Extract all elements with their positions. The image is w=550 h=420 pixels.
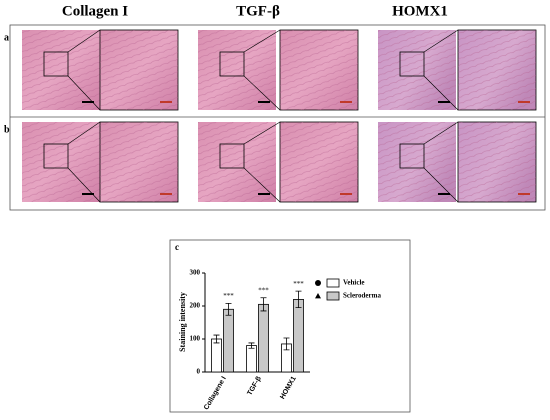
- error-bar: [295, 290, 302, 309]
- legend-swatch: [326, 278, 340, 288]
- micrograph-texture: [100, 122, 178, 202]
- error-bar: [260, 297, 267, 312]
- micrograph-texture: [22, 30, 100, 110]
- bar: [211, 338, 222, 373]
- legend-label: Vehicle: [343, 279, 365, 287]
- legend-swatch: [326, 291, 340, 301]
- zoom-line: [67, 75, 101, 111]
- micrograph-texture: [280, 30, 358, 110]
- legend-label: Scleroderma: [343, 292, 381, 300]
- x-tick-label: TGF-β: [246, 375, 263, 397]
- zoom-line: [423, 121, 459, 145]
- zoom-line: [67, 29, 101, 53]
- bar-chart: 0 100 200 300 *** Collagene I *** TGF-β *** HOMX1…: [190, 269, 382, 412]
- inset-box: [399, 51, 425, 77]
- zoom-line: [243, 29, 281, 53]
- zoom-line: [67, 167, 101, 203]
- y-tick-label: 300: [190, 269, 201, 277]
- inset-box: [43, 143, 69, 169]
- column-title: Collagen I: [62, 3, 128, 19]
- micrograph-texture: [280, 122, 358, 202]
- x-tick-label: HOMX1: [279, 375, 298, 400]
- zoom-line: [67, 121, 101, 145]
- panel-label: c: [175, 242, 179, 252]
- micrographs: [22, 29, 537, 203]
- legend-marker: [315, 280, 321, 286]
- zoom-line: [243, 167, 281, 203]
- zoom-line: [423, 75, 459, 111]
- x-tick-label: Collagene I: [203, 375, 228, 411]
- micrograph-texture: [378, 30, 456, 110]
- zoom-line: [243, 121, 281, 145]
- bar: [223, 308, 234, 373]
- panel-label: a: [4, 32, 9, 43]
- y-tick-label: 100: [190, 335, 201, 343]
- bar: [258, 303, 269, 373]
- micrograph-texture: [458, 122, 536, 202]
- inset-box: [219, 143, 245, 169]
- legend-marker: [315, 293, 321, 299]
- significance: ***: [223, 292, 234, 300]
- zoom-line: [243, 75, 281, 111]
- significance: ***: [293, 280, 304, 288]
- panel-label: b: [4, 124, 10, 135]
- significance: ***: [258, 286, 269, 294]
- micrograph-texture: [100, 30, 178, 110]
- inset-box: [43, 51, 69, 77]
- error-bar: [213, 334, 220, 344]
- micrograph-texture: [198, 122, 276, 202]
- panel-frame: [9, 24, 546, 211]
- zoom-line: [423, 167, 459, 203]
- y-tick-label: 0: [197, 368, 201, 376]
- column-title: HOMX1: [392, 3, 448, 19]
- micrograph-texture: [458, 30, 536, 110]
- inset-box: [219, 51, 245, 77]
- error-bar: [248, 342, 255, 349]
- inset-box: [399, 143, 425, 169]
- y-axis-label: Staining intensity: [178, 292, 187, 352]
- bar: [293, 298, 304, 373]
- column-title: TGF-β: [236, 3, 280, 19]
- micrograph-texture: [22, 122, 100, 202]
- chart-frame: [169, 239, 411, 413]
- micrograph-texture: [378, 122, 456, 202]
- error-bar: [225, 302, 232, 316]
- y-tick-label: 200: [190, 302, 201, 310]
- error-bar: [283, 337, 290, 351]
- zoom-line: [423, 29, 459, 53]
- bar: [246, 345, 257, 373]
- micrograph-texture: [198, 30, 276, 110]
